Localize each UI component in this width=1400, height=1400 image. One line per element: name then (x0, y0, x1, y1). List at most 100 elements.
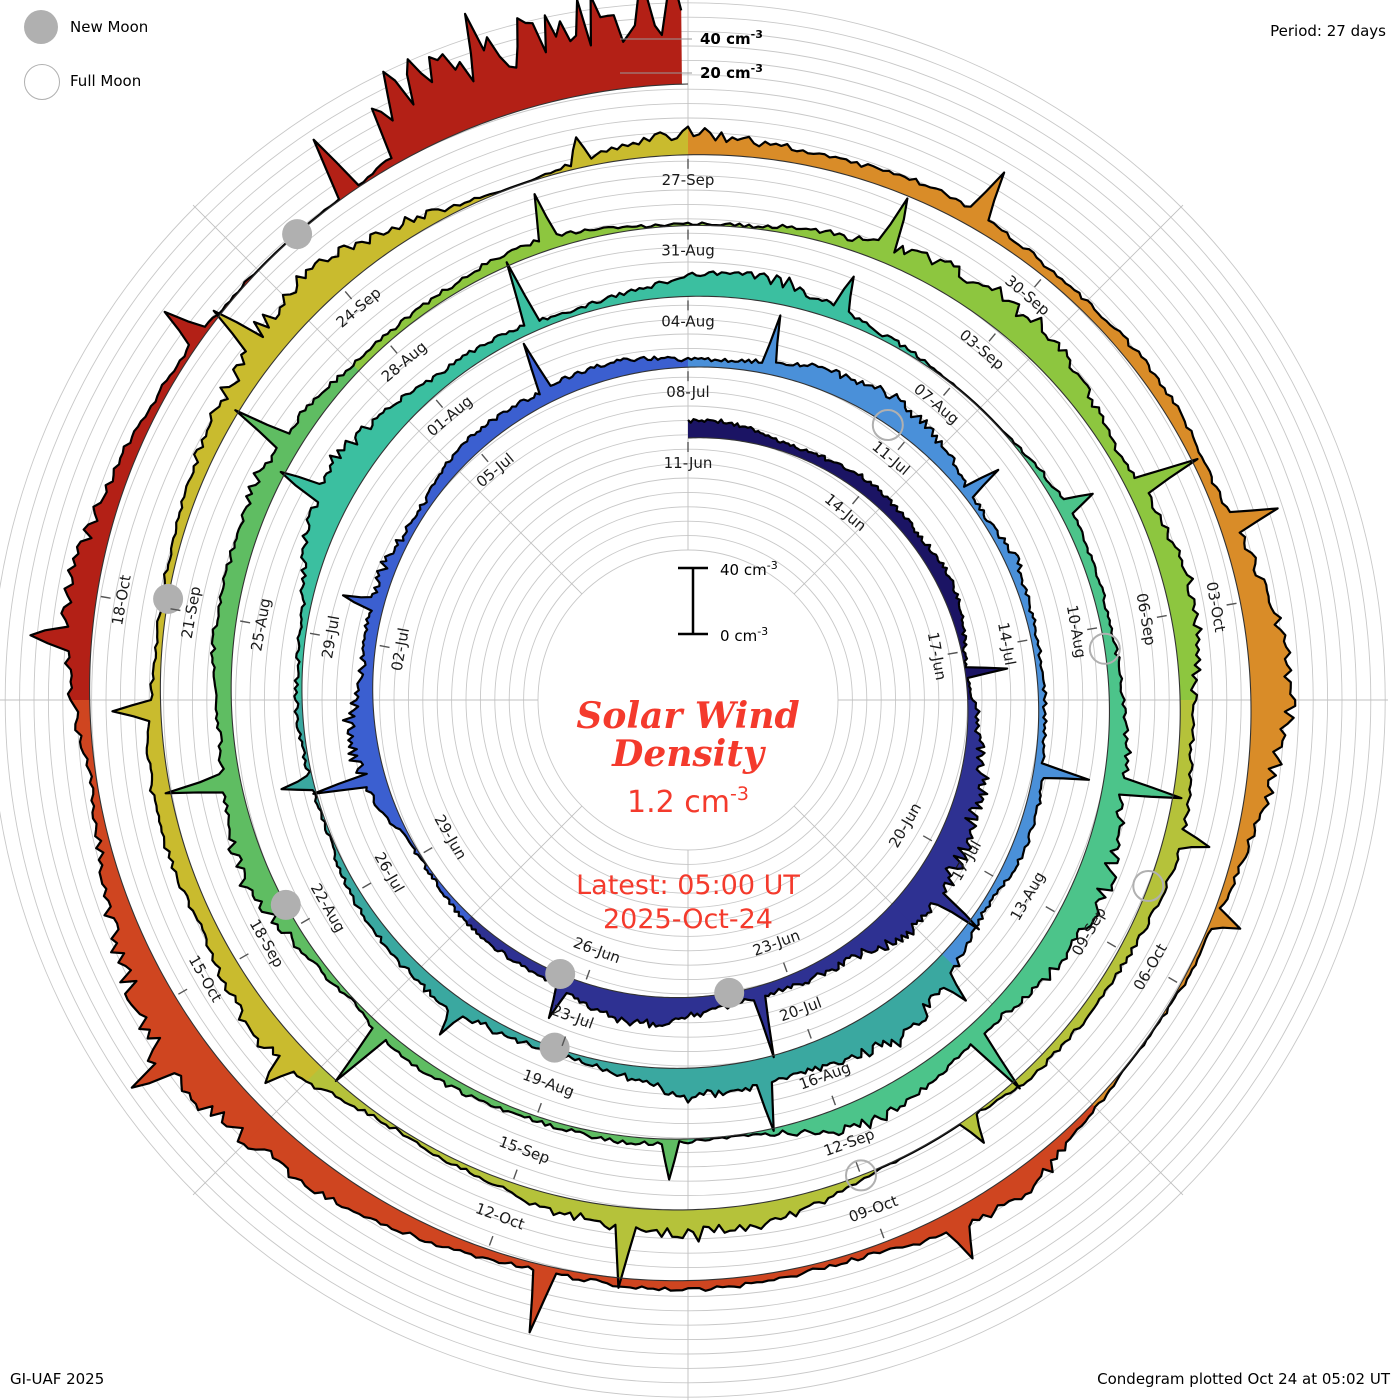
date-label: 27-Sep (662, 171, 715, 189)
density-unit-exp: -3 (730, 783, 749, 805)
density-segment (879, 498, 1008, 703)
scalebar-bottom-unit: cm (734, 627, 757, 645)
density-segment (393, 262, 693, 421)
date-label: 11-Jun (664, 454, 713, 472)
date-tick-mark (1045, 905, 1055, 913)
date-tick-mark (170, 608, 181, 612)
new-moon-marker (545, 959, 576, 989)
density-traces (29, 0, 1297, 1334)
density-segment (688, 419, 892, 511)
scalebar-top-exp: -3 (767, 559, 778, 572)
date-tick-mark (178, 988, 188, 995)
density-segment (282, 126, 694, 321)
new-moon-marker (714, 977, 745, 1008)
date-tick-mark (239, 953, 249, 960)
date-label: 19-Aug (520, 1066, 576, 1101)
date-tick-mark (390, 345, 398, 354)
date-tick-mark (897, 441, 905, 451)
density-segment (301, 1063, 688, 1288)
date-label: 29-Jun (431, 811, 471, 862)
density-segment (683, 1004, 1020, 1144)
date-tick-mark (782, 962, 788, 973)
density-outline (29, 0, 1297, 1334)
date-label: 03-Oct (1203, 580, 1230, 633)
density-segment (313, 696, 472, 922)
density-segment (688, 271, 984, 412)
date-tick-mark (561, 1036, 567, 1047)
date-tick-mark (984, 870, 994, 877)
date-tick-mark (1156, 614, 1167, 618)
date-tick-mark (240, 620, 251, 624)
density-segment (682, 1054, 1048, 1242)
density-segment (688, 198, 1055, 362)
full-moon-marker (871, 409, 904, 441)
new-moon-marker (539, 1032, 570, 1063)
date-tick-mark (831, 1095, 837, 1106)
date-label: 02-Jul (388, 626, 413, 672)
date-tick-mark (344, 290, 353, 300)
date-label: 14-Jul (994, 621, 1019, 667)
date-tick-mark (1168, 976, 1178, 984)
date-label: 18-Oct (108, 573, 135, 626)
date-tick-mark (585, 969, 591, 980)
full-moon-icon (24, 64, 60, 100)
density-segment (449, 343, 692, 471)
date-tick-mark (300, 917, 311, 925)
date-tick-mark (1226, 602, 1237, 606)
date-tick-mark (537, 1102, 542, 1113)
date-tick-mark (947, 651, 958, 655)
credit-label: GI-UAF 2025 (10, 1370, 105, 1388)
density-segment (211, 360, 362, 700)
density-segment (165, 695, 372, 1021)
date-tick-mark (488, 1235, 494, 1246)
date-tick-mark (309, 632, 320, 636)
date-label: 26-Jun (571, 934, 623, 968)
date-label: 13-Aug (1007, 868, 1049, 923)
new-moon-icon (24, 10, 58, 44)
density-segment (67, 693, 272, 1145)
date-tick-mark (435, 399, 444, 409)
date-label: 26-Jul (371, 849, 408, 896)
density-segment (112, 694, 322, 1084)
date-tick-mark (942, 387, 951, 396)
svg-text:40 cm-3: 40 cm-3 (720, 559, 778, 579)
density-unit: cm (684, 785, 730, 820)
date-tick-mark (851, 495, 860, 505)
date-tick-mark (807, 1028, 812, 1039)
date-tick-mark (988, 333, 996, 342)
scale-bar: 40 cm-3 0 cm -3 (678, 559, 778, 645)
moon-markers (153, 219, 1165, 1192)
date-label: 05-Jul (473, 449, 518, 491)
date-label: 10-Aug (1063, 604, 1090, 660)
latest-date: 2025-Oct-24 (603, 904, 773, 935)
date-label: 20-Jul (777, 994, 824, 1026)
density-segment (1029, 339, 1202, 705)
date-tick-mark (1106, 941, 1117, 948)
period-label: Period: 27 days (1270, 22, 1386, 40)
date-label: 04-Aug (661, 312, 714, 330)
scalebar-bottom-value: 0 (720, 627, 730, 645)
date-label: 08-Jul (666, 383, 709, 401)
density-segment (688, 126, 1092, 313)
density-segment (979, 407, 1125, 705)
density-segment (464, 914, 688, 1028)
new-moon-marker (270, 889, 301, 920)
density-segment (890, 700, 989, 930)
date-tick-mark (1017, 639, 1028, 643)
date-tick-mark (423, 846, 433, 854)
date-tick-mark (100, 595, 111, 599)
chart-title-line2: Density (611, 733, 766, 775)
full-moon-marker (1132, 870, 1165, 902)
date-tick-mark (922, 835, 933, 842)
date-tick-mark (513, 1169, 518, 1180)
density-segment (684, 954, 966, 1131)
date-label: 06-Oct (1130, 940, 1171, 993)
density-segment (30, 265, 263, 700)
density-segment (989, 700, 1182, 1019)
density-segment (684, 904, 914, 1058)
radial-axis-label: 20 cm-3 (700, 62, 763, 82)
density-segment (409, 964, 688, 1103)
